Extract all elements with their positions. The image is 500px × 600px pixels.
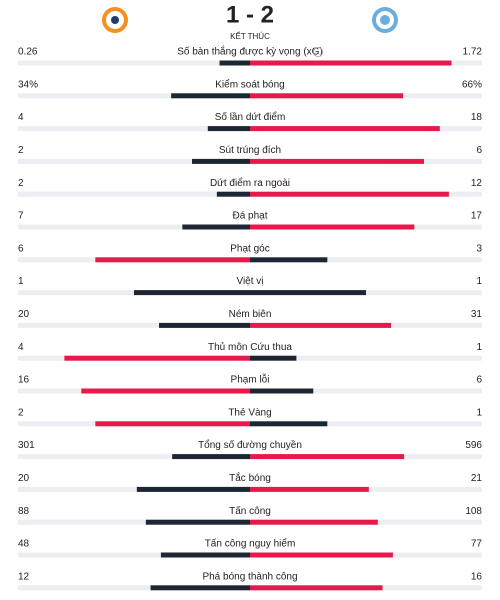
away-value: 6 [476,375,482,386]
away-value: 12 [471,178,483,189]
home-value: 12 [18,571,30,582]
home-bar [182,224,250,230]
stat-label: Phạm lỗi [231,373,270,386]
home-bar [145,519,250,525]
home-value: 0.26 [18,47,38,58]
stat-label: Phạt góc [230,243,269,254]
away-value: 3 [476,243,482,254]
away-bar [250,322,392,328]
stat-label: Thủ môn Cứu thua [208,341,292,353]
home-value: 48 [18,539,30,550]
stat-label: Việt vị [236,276,263,287]
home-bar [219,60,250,66]
home-bar [207,126,250,132]
home-bar [192,158,250,164]
stat-label: Sút trúng đích [219,145,281,156]
away-bar [250,191,449,197]
away-bar [250,585,383,591]
home-value: 1 [18,276,24,287]
away-value: 16 [471,571,483,582]
away-bar [250,421,328,427]
home-value: 2 [18,407,24,418]
home-logo [102,7,128,33]
away-crest-core [380,15,390,25]
home-value: 301 [18,440,35,451]
away-bar [250,290,366,296]
away-value: 31 [471,309,483,320]
away-value: 1 [476,342,482,353]
home-crest-core [111,16,119,24]
home-bar [172,454,250,460]
away-value: 1.72 [463,47,483,58]
away-bar [250,355,297,361]
away-value: 1 [476,276,482,287]
home-bar [159,322,250,328]
home-value: 4 [18,112,24,123]
home-bar [216,191,250,197]
away-bar [250,552,393,558]
home-value: 88 [18,506,30,517]
stat-label: Phá bóng thành công [202,571,297,582]
away-bar [250,454,405,460]
stat-label: Tổng số đường chuyền [198,439,302,451]
home-value: 34% [18,79,38,90]
home-bar [81,388,250,394]
away-value: 108 [465,506,482,517]
stat-label: Thẻ Vàng [228,407,271,418]
stat-label: Tấn công nguy hiểm [205,538,296,550]
stat-label: Số bàn thắng được kỳ vọng (xG) [177,45,323,58]
away-bar [250,158,424,164]
home-value: 2 [18,178,24,189]
away-value: 6 [476,145,482,156]
home-value: 6 [18,243,24,254]
home-bar [136,486,250,492]
stat-label: Đá phạt [232,211,267,222]
away-value: 596 [465,440,482,451]
stat-label: Tắc bóng [229,471,271,484]
stat-label: Số lần dứt điểm [215,111,286,123]
match-status: KẾT THÚC [230,31,270,41]
home-value: 20 [18,309,30,320]
away-bar [250,60,452,66]
away-value: 66% [462,79,482,90]
home-bar [64,355,251,361]
info-icon [313,47,323,57]
away-bar [250,388,314,394]
home-bar [160,552,250,558]
home-value: 20 [18,473,30,484]
away-value: 21 [471,473,483,484]
stat-label: Tấn công [229,505,271,517]
home-value: 4 [18,342,24,353]
home-bar [171,93,250,99]
score: 1 - 2 [226,1,274,28]
away-bar [250,486,369,492]
home-bar [95,421,250,427]
away-bar [250,519,378,525]
away-value: 1 [476,407,482,418]
away-value: 17 [471,211,483,222]
stat-label: Ném biên [229,309,272,320]
home-value: 16 [18,375,30,386]
stat-label: Dứt điểm ra ngoài [210,177,290,189]
home-bar [95,257,250,263]
stat-label: Kiểm soát bóng [215,78,285,90]
away-bar [250,257,328,263]
home-value: 7 [18,211,24,222]
away-logo [372,7,398,33]
home-bar [150,585,250,591]
home-value: 2 [18,145,24,156]
away-value: 18 [471,112,483,123]
away-value: 77 [471,539,483,550]
away-bar [250,126,440,132]
away-bar [250,224,415,230]
home-bar [134,290,250,296]
away-bar [250,93,404,99]
